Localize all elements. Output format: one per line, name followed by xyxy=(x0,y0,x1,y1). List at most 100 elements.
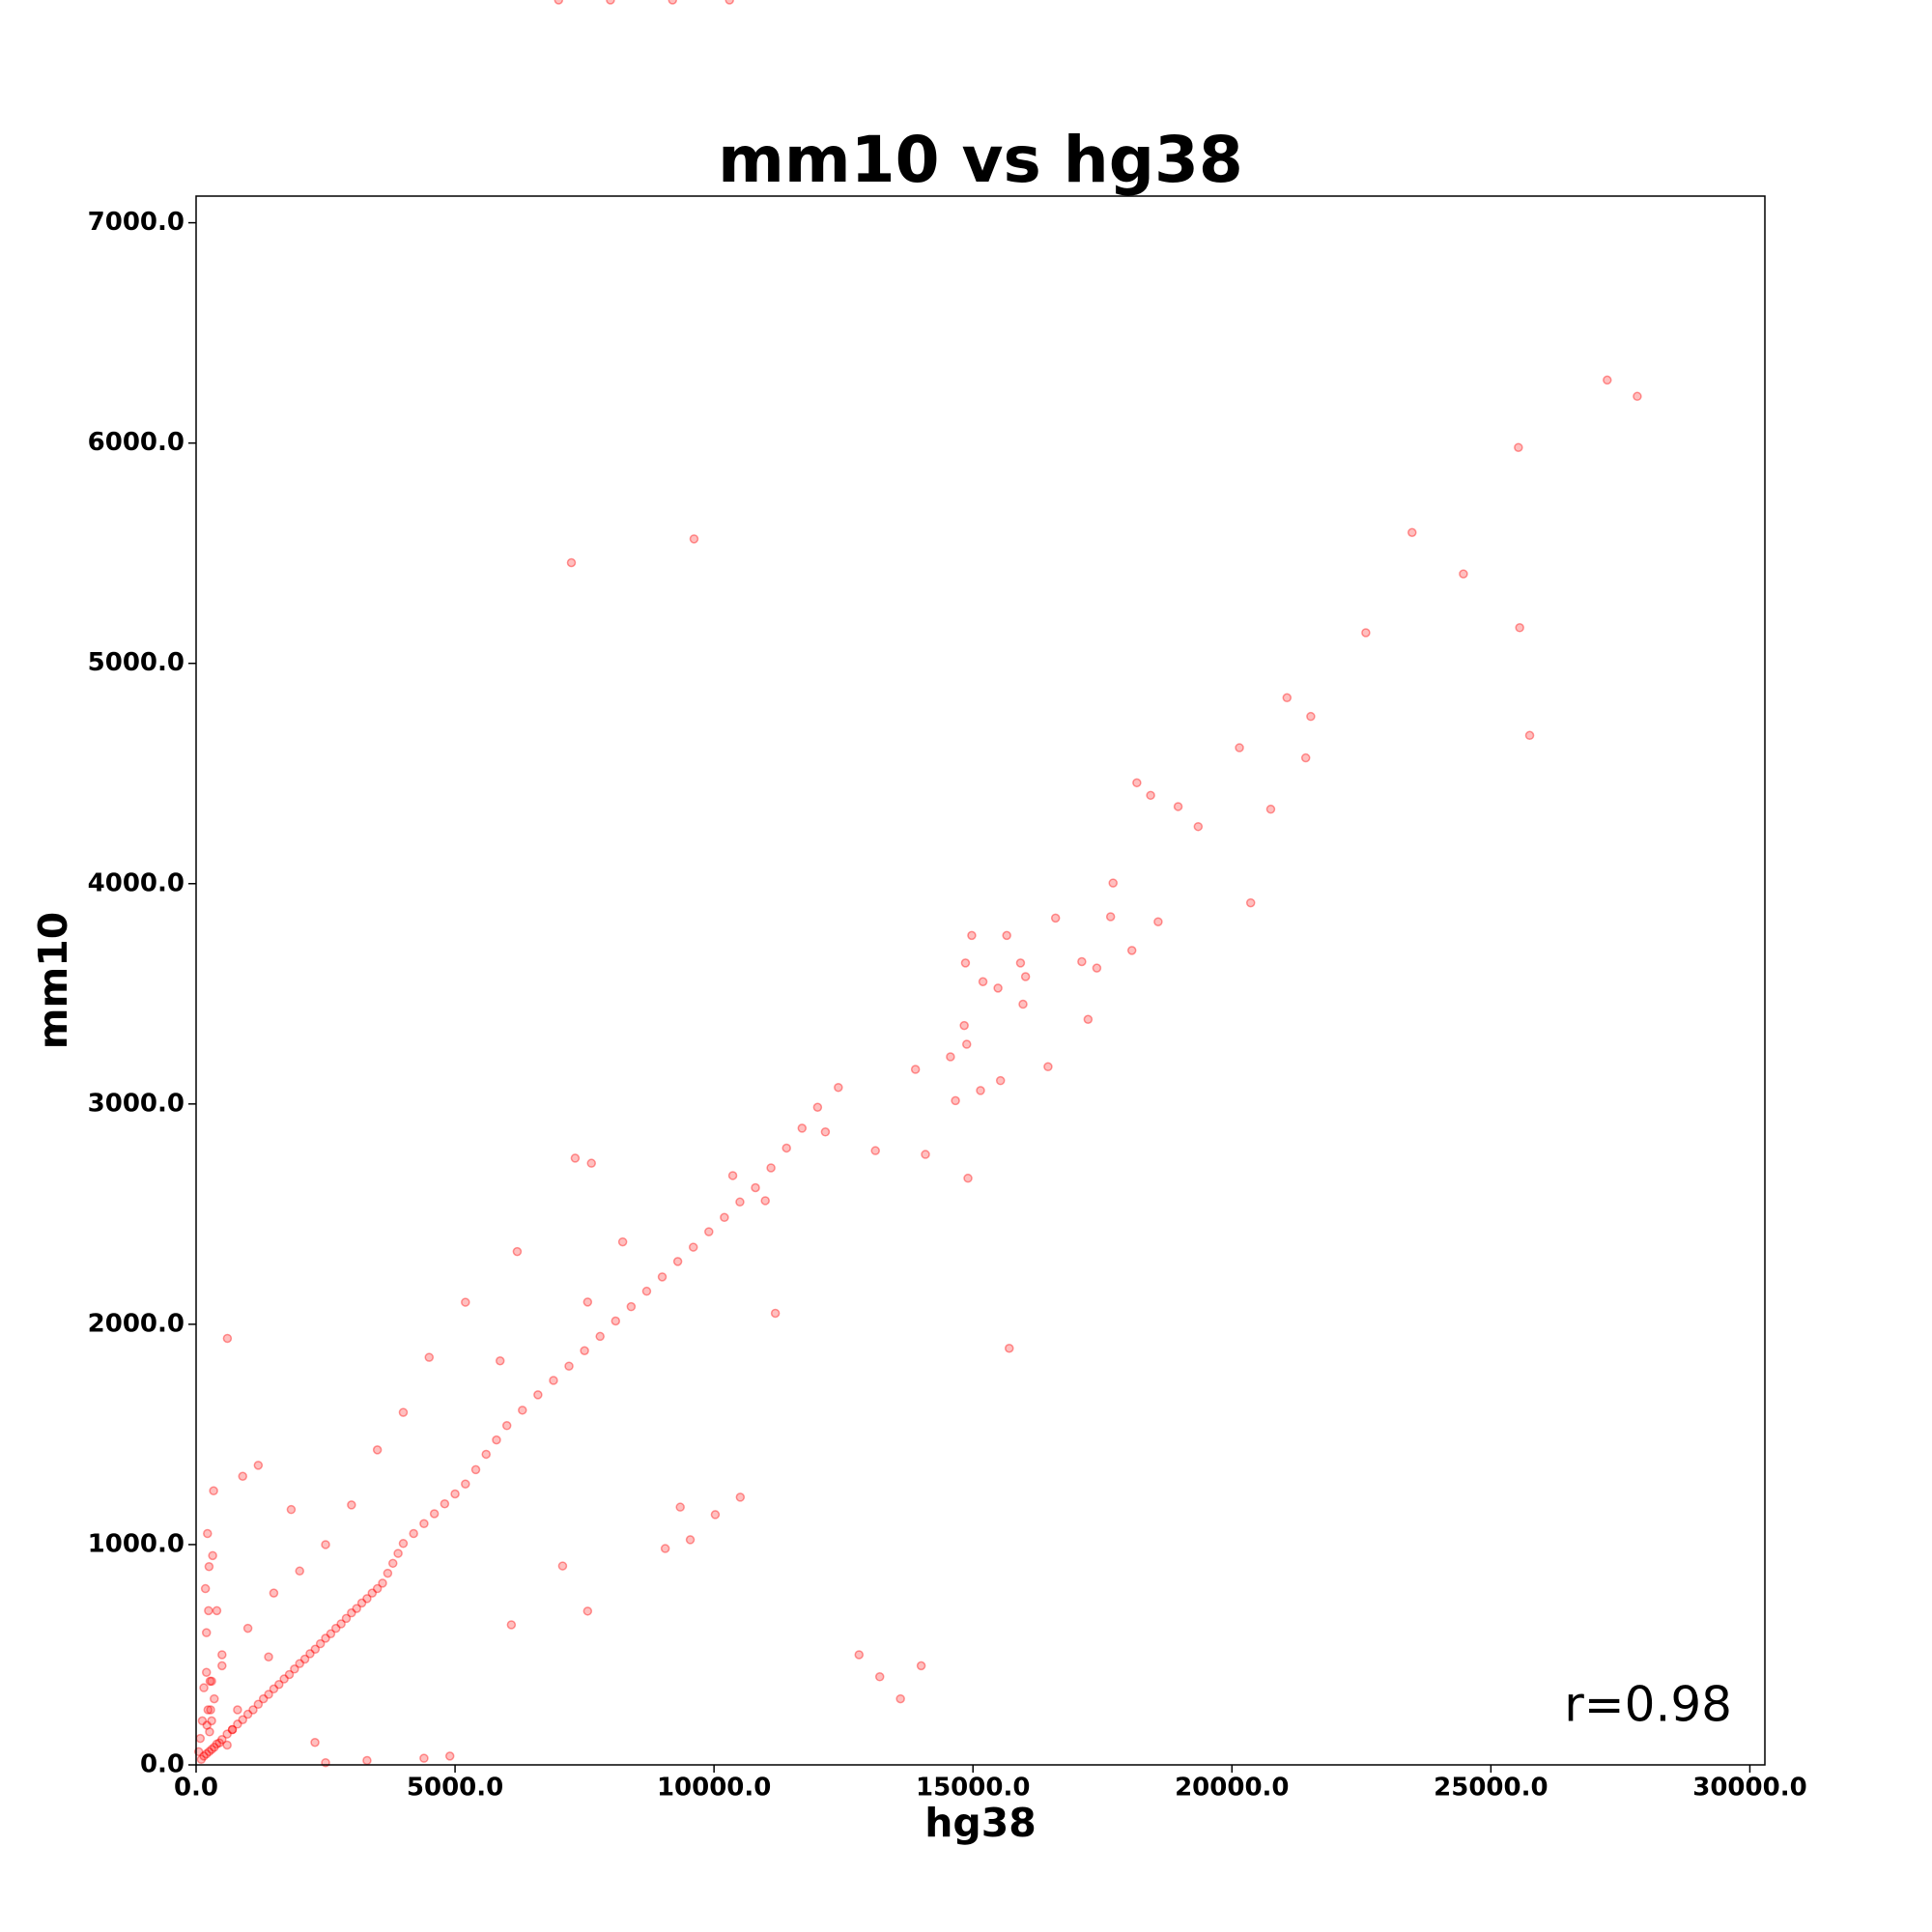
point xyxy=(735,1197,745,1208)
point xyxy=(874,1672,885,1682)
point xyxy=(461,1297,470,1307)
point xyxy=(295,1659,304,1668)
y-tick-label: 4000.0 xyxy=(88,868,185,897)
point xyxy=(321,1634,330,1643)
point xyxy=(1105,912,1116,922)
point xyxy=(222,1333,233,1344)
point xyxy=(1015,958,1026,968)
point xyxy=(217,1650,227,1660)
point xyxy=(995,1075,1006,1086)
point xyxy=(310,1737,320,1747)
point xyxy=(233,1719,242,1729)
point xyxy=(205,1676,215,1687)
point xyxy=(672,1257,683,1266)
point xyxy=(570,1153,581,1163)
point xyxy=(1173,802,1183,811)
point xyxy=(1514,442,1523,452)
point xyxy=(495,1355,505,1366)
point xyxy=(710,1510,721,1520)
point xyxy=(347,1500,356,1510)
point xyxy=(341,1613,352,1624)
point xyxy=(688,1242,698,1252)
point xyxy=(564,1361,574,1371)
point xyxy=(910,1065,921,1074)
y-tick-label: 6000.0 xyxy=(88,428,185,457)
point xyxy=(347,1607,356,1618)
point xyxy=(274,1680,284,1690)
point xyxy=(586,1158,596,1168)
point xyxy=(248,1705,258,1715)
point xyxy=(222,1729,232,1739)
point xyxy=(290,1664,299,1674)
point xyxy=(689,534,699,544)
point xyxy=(976,1086,985,1095)
point xyxy=(450,1489,460,1499)
point xyxy=(204,1605,213,1616)
point xyxy=(481,1449,491,1460)
point xyxy=(959,1020,969,1031)
x-tick-label: 20000.0 xyxy=(1175,1774,1289,1803)
point xyxy=(617,1236,628,1247)
point xyxy=(518,1406,527,1415)
point xyxy=(242,1623,253,1634)
point xyxy=(641,1286,652,1296)
point xyxy=(1153,917,1163,926)
point xyxy=(305,1649,315,1659)
point xyxy=(217,1735,227,1745)
point xyxy=(383,1568,393,1578)
chart-title: mm10 vs hg38 xyxy=(718,123,1243,197)
y-tick-label: 5000.0 xyxy=(88,648,185,677)
point xyxy=(201,1628,212,1637)
point xyxy=(501,1421,512,1431)
point xyxy=(398,1407,409,1417)
point xyxy=(1146,790,1155,801)
point xyxy=(1407,527,1417,537)
point xyxy=(212,1605,222,1616)
point xyxy=(978,977,988,987)
point xyxy=(916,1661,926,1671)
point xyxy=(393,1548,403,1558)
point xyxy=(946,1052,955,1062)
point xyxy=(1043,1062,1053,1072)
point xyxy=(331,1623,341,1634)
point xyxy=(580,1346,589,1356)
point xyxy=(195,1733,206,1744)
point xyxy=(367,1588,378,1598)
point xyxy=(735,1492,746,1502)
point xyxy=(227,1724,238,1735)
point xyxy=(533,1390,543,1400)
point xyxy=(200,1583,211,1594)
point xyxy=(444,1751,455,1761)
point xyxy=(207,1676,216,1687)
point xyxy=(212,1739,222,1749)
point xyxy=(204,1747,214,1757)
point xyxy=(352,1604,361,1613)
point xyxy=(549,1376,558,1385)
point xyxy=(461,1479,470,1489)
point xyxy=(834,1082,843,1093)
point xyxy=(1633,391,1642,402)
point xyxy=(727,1171,738,1180)
point xyxy=(1126,946,1137,955)
point xyxy=(217,1661,227,1671)
point xyxy=(963,1173,973,1183)
point xyxy=(264,1652,273,1662)
point xyxy=(238,1471,248,1481)
point xyxy=(242,1709,253,1719)
point xyxy=(751,1182,760,1193)
point xyxy=(1018,999,1028,1009)
point xyxy=(967,930,977,941)
y-tick-label: 3000.0 xyxy=(88,1089,185,1118)
point xyxy=(781,1143,791,1153)
point xyxy=(207,1716,216,1726)
y-tick-label: 0.0 xyxy=(140,1750,185,1779)
point xyxy=(820,1127,831,1137)
point xyxy=(210,1693,219,1704)
point xyxy=(1132,778,1142,788)
point xyxy=(685,1535,696,1545)
point xyxy=(1193,821,1204,832)
point xyxy=(760,1196,770,1206)
point xyxy=(1077,956,1087,967)
point xyxy=(1306,711,1316,722)
point xyxy=(299,1654,310,1664)
